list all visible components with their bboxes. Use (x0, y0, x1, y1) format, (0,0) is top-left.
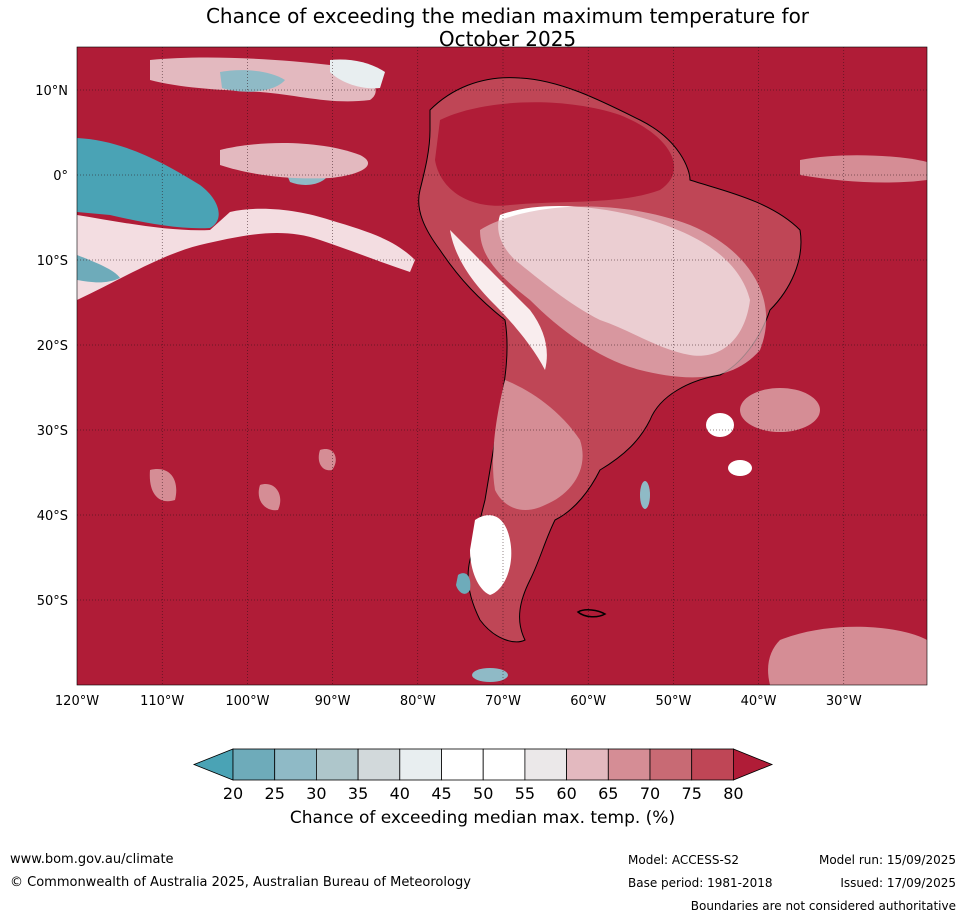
pacific-white-band (77, 208, 415, 300)
colorbar-tick-label: 40 (390, 784, 410, 803)
colorbar-tick-labels: 20 25 30 35 40 45 50 55 60 65 70 75 80 (223, 784, 744, 803)
base-period-label: Base period: 1981-2018 (628, 876, 773, 890)
colorbar-segment (566, 748, 609, 781)
longitude-tick-label: 100°W (225, 694, 269, 709)
colorbar-segment (357, 748, 401, 781)
falkland-islands (576, 609, 607, 618)
longitude-tick-label: 60°W (570, 694, 606, 709)
south-atlantic-white-spot (728, 460, 752, 476)
latitude-tick-label: 10°S (37, 254, 68, 269)
chart-title-line-1: Chance of exceeding the median maximum t… (205, 4, 810, 28)
colorbar-segment (524, 748, 568, 781)
latitude-tick-label: 40°S (37, 509, 68, 524)
colorbar-segment (649, 748, 693, 781)
colorbar-left-arrow (192, 748, 234, 781)
argentina-light (493, 380, 583, 510)
south-atlantic-warm-spot (706, 413, 734, 437)
website-link[interactable]: www.bom.gov.au/climate (10, 852, 174, 867)
colorbar-tick-label: 20 (223, 784, 243, 803)
amazon-dark-north (435, 102, 675, 206)
latitude-tick-label: 20°S (37, 339, 68, 354)
colorbar-right-arrow (733, 748, 774, 781)
colorbar-tick-label: 50 (473, 784, 493, 803)
colorbar-segment (441, 748, 484, 781)
colorbar-segment (607, 748, 651, 781)
colorbar-tick-label: 65 (598, 784, 618, 803)
northeast-pacific-cool (220, 70, 285, 92)
model-label: Model: ACCESS-S2 (628, 853, 740, 867)
model-run-label: Model run: 15/09/2025 (818, 853, 956, 867)
colorbar-segment (315, 748, 359, 781)
longitude-tick-label: 110°W (140, 694, 184, 709)
colorbar-title: Chance of exceeding median max. temp. (%… (289, 808, 676, 828)
colorbar-tick-label: 35 (348, 784, 368, 803)
southern-pacific-cool-spot (472, 668, 508, 682)
east-atlantic-band (800, 155, 927, 183)
colorbar-tick-label: 30 (306, 784, 326, 803)
longitude-tick-label: 30°W (826, 694, 862, 709)
colorbar-tick-label: 25 (265, 784, 285, 803)
colorbar-segment (399, 748, 442, 781)
colorbar-tick-label: 45 (431, 784, 451, 803)
colorbar-tick-label: 60 (556, 784, 576, 803)
colorbar-tick-label: 55 (515, 784, 535, 803)
south-atlantic-light-spot (740, 388, 820, 432)
longitude-tick-label: 90°W (315, 694, 351, 709)
latitude-tick-label: 50°S (37, 594, 68, 609)
latitude-tick-label: 10°N (35, 84, 68, 99)
caribbean-light (330, 59, 385, 89)
longitude-tick-label: 120°W (55, 694, 99, 709)
map-frame (76, 46, 928, 686)
longitude-tick-label: 80°W (400, 694, 436, 709)
colorbar-tick-label: 70 (640, 784, 660, 803)
colorbar (192, 748, 774, 781)
latitude-tick-label: 30°S (37, 424, 68, 439)
longitude-tick-label: 40°W (741, 694, 777, 709)
issued-label: Issued: 17/09/2025 (840, 876, 956, 890)
patagonia-cool-spot (456, 573, 471, 594)
colorbar-segment (232, 748, 276, 781)
latitude-tick-label: 0° (53, 169, 68, 184)
colorbar-segment (482, 748, 526, 781)
graticule (77, 47, 927, 685)
andes-white-strip (450, 230, 547, 370)
uruguay-offshore-cool (640, 481, 650, 509)
disclaimer-text: Boundaries are not considered authoritat… (690, 899, 956, 913)
longitude-tick-label: 50°W (655, 694, 691, 709)
colorbar-segment (691, 748, 734, 781)
equatorial-band-east (220, 143, 369, 179)
longitude-labels: 120°W 110°W 100°W 90°W 80°W 70°W 60°W 50°W 40°W 3… (55, 694, 862, 709)
patagonia-white (470, 515, 512, 595)
longitude-tick-label: 70°W (485, 694, 521, 709)
colorbar-segment (274, 748, 317, 781)
pacific-south-cool (77, 255, 120, 283)
brazil-light-ring (480, 206, 767, 378)
colorbar-tick-label: 80 (723, 784, 743, 803)
probability-field (77, 57, 927, 685)
chart-title-line-2: October 2025 (438, 27, 577, 51)
colorbar-tick-label: 75 (682, 784, 702, 803)
latitude-labels: 10°N 0° 10°S 20°S 30°S 40°S 50°S (35, 84, 68, 609)
south-band-light (768, 626, 927, 685)
equatorial-pacific-region (77, 138, 219, 229)
copyright-text: © Commonwealth of Australia 2025, Austra… (10, 875, 471, 890)
